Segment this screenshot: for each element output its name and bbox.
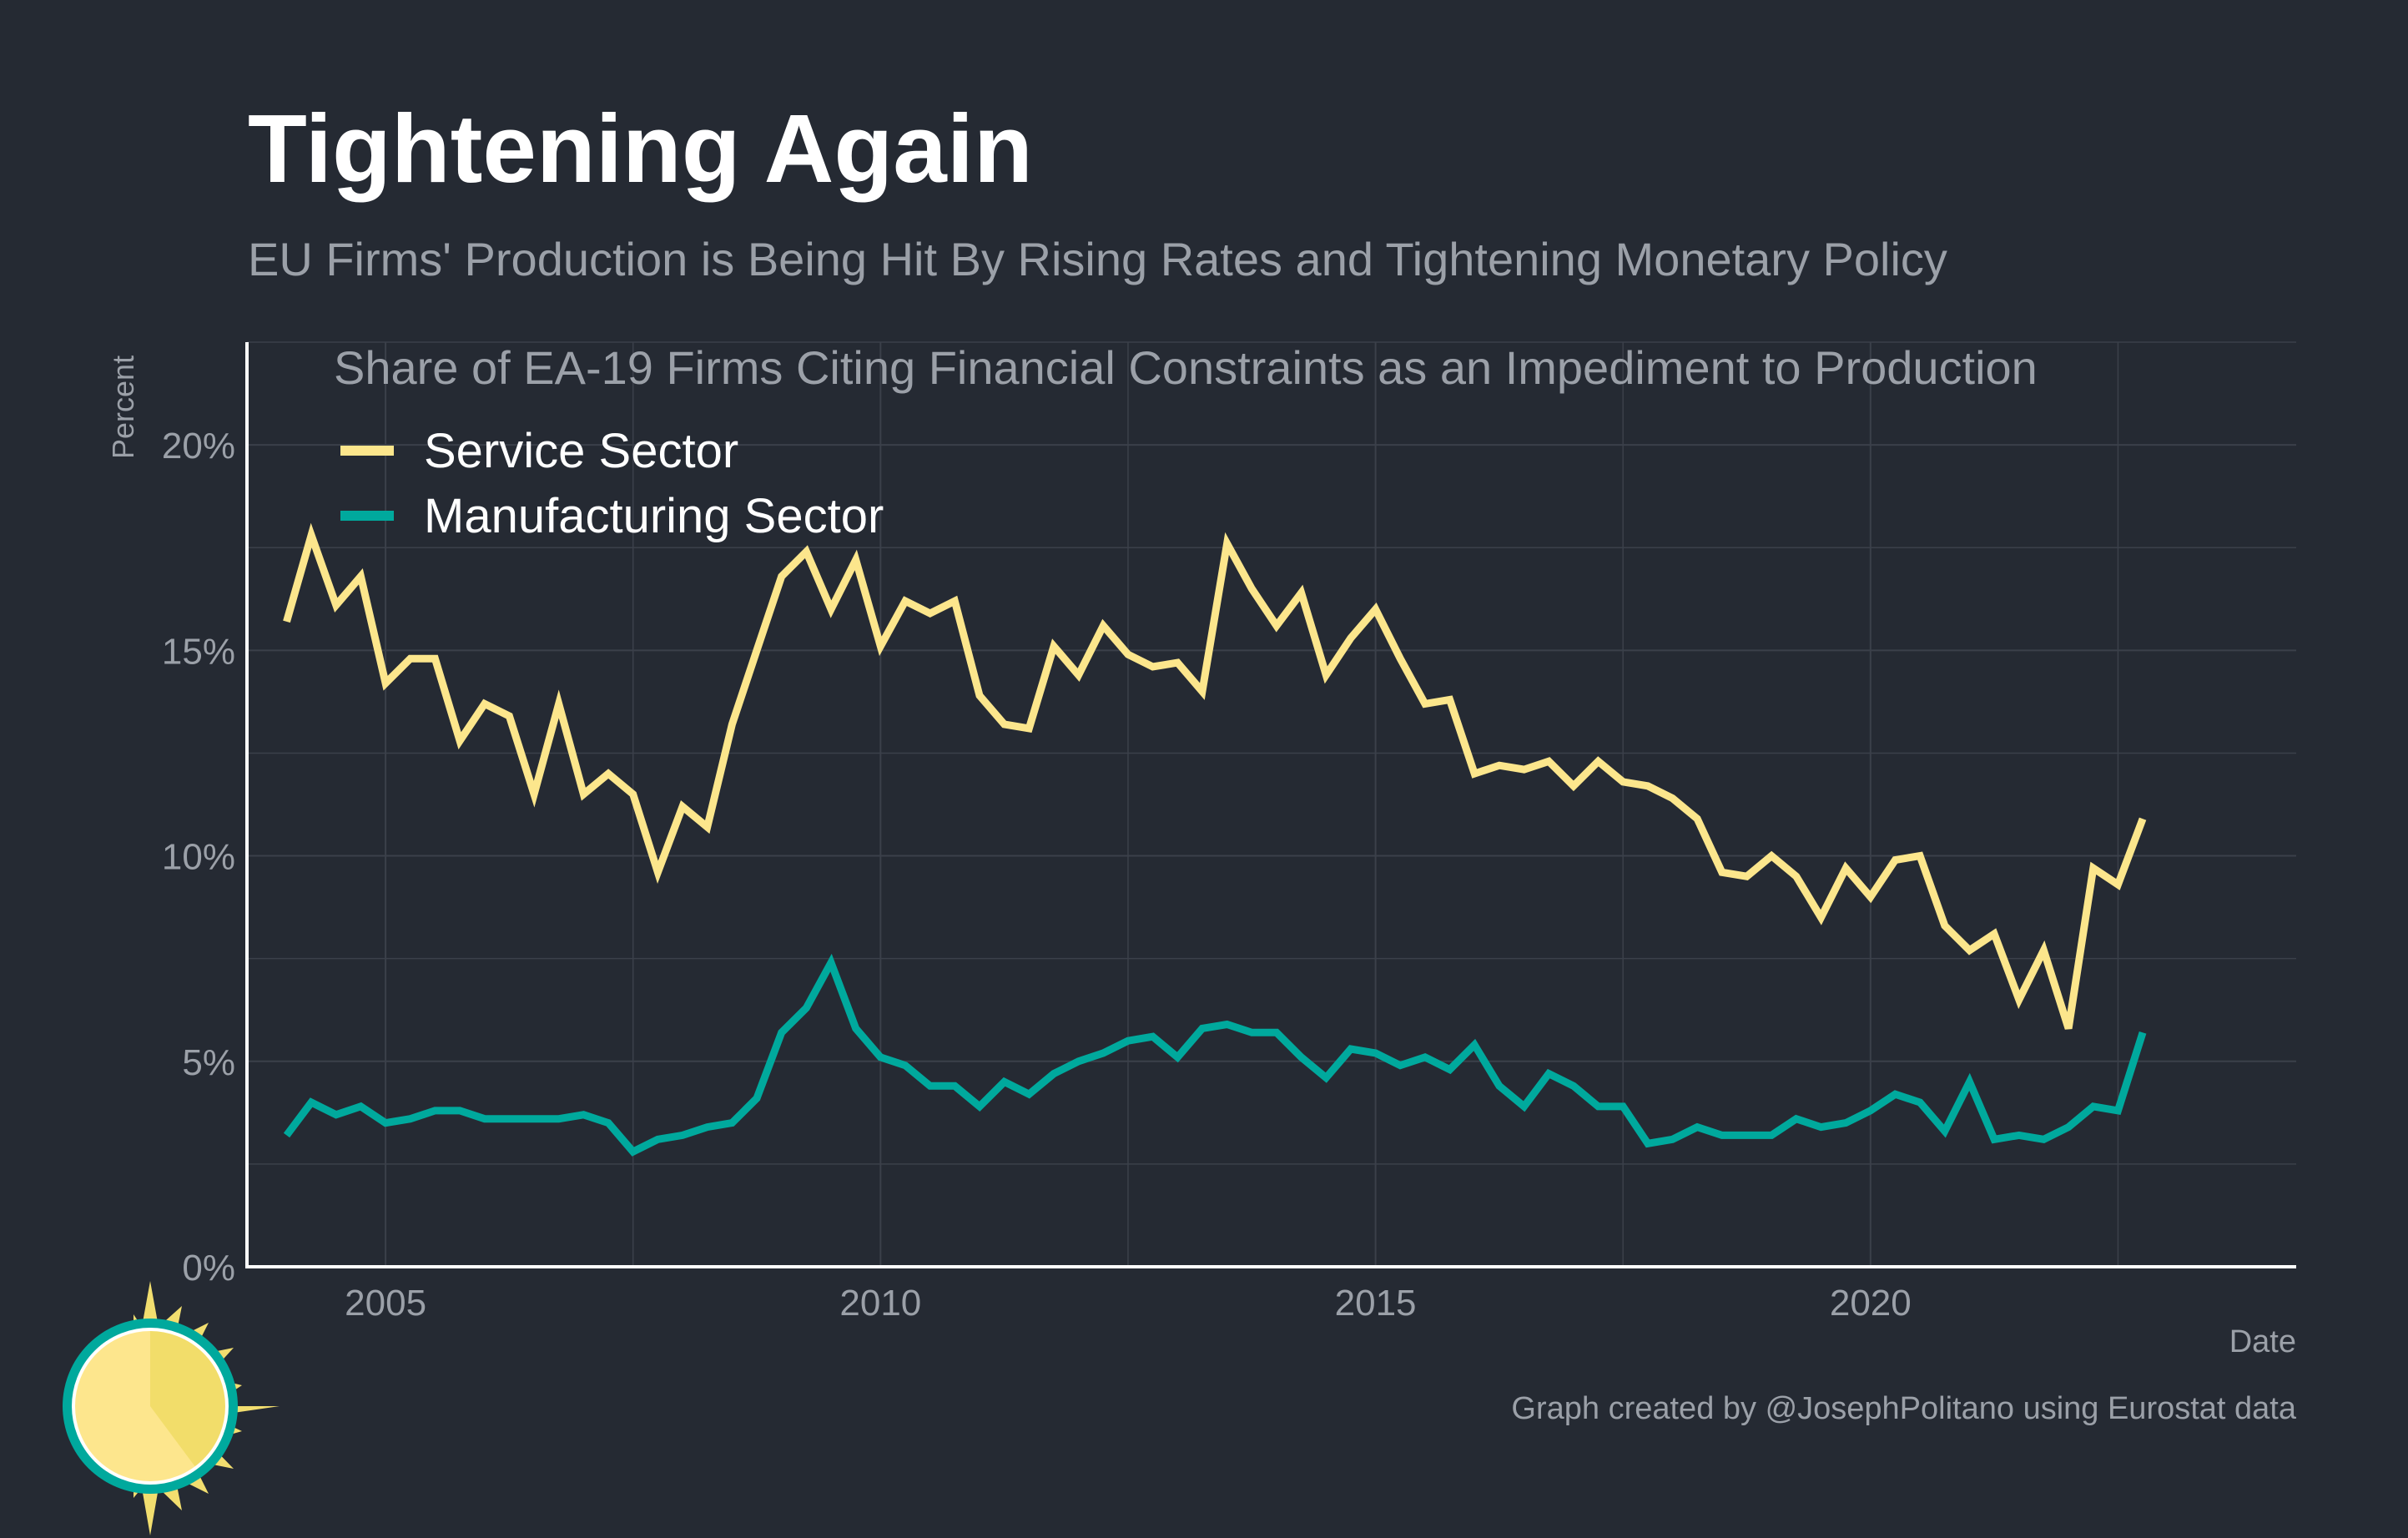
legend: Service Sector Manufacturing Sector <box>340 424 884 543</box>
series-line-manufacturing-sector <box>283 953 2147 1157</box>
y-axis-title: Percent <box>106 356 140 459</box>
x-tick-label: 2020 <box>1830 1283 1912 1324</box>
legend-label-service-sector: Service Sector <box>424 424 738 478</box>
legend-label-manufacturing-sector: Manufacturing Sector <box>424 489 884 543</box>
series-line-service-sector <box>283 522 2147 1030</box>
chart-title: Tightening Again <box>248 94 1033 203</box>
y-tick-label: 15% <box>162 631 235 672</box>
y-tick-label: 10% <box>162 837 235 878</box>
chart-subtitle: EU Firms' Production is Being Hit By Ris… <box>248 233 1947 285</box>
caption: Graph created by @JosephPolitano using E… <box>1511 1391 2296 1426</box>
sun-logo <box>63 1281 280 1535</box>
y-tick-label: 20% <box>162 426 235 466</box>
x-tick-label: 2010 <box>839 1283 921 1324</box>
x-tick-label: 2015 <box>1335 1283 1417 1324</box>
y-tick-label: 0% <box>182 1248 235 1288</box>
series <box>283 522 2147 1157</box>
plot-title: Share of EA-19 Firms Citing Financial Co… <box>334 341 2038 394</box>
x-axis-title: Date <box>2229 1324 2296 1359</box>
axes <box>245 342 2296 1268</box>
sun-shadow <box>150 1329 228 1468</box>
sun-outline <box>72 1328 229 1485</box>
x-tick-label: 2005 <box>345 1283 426 1324</box>
y-tick-label: 5% <box>182 1042 235 1083</box>
tick-labels: 0% 5% 10% 15% 20% 2005 2010 2015 2020 <box>162 426 1912 1324</box>
